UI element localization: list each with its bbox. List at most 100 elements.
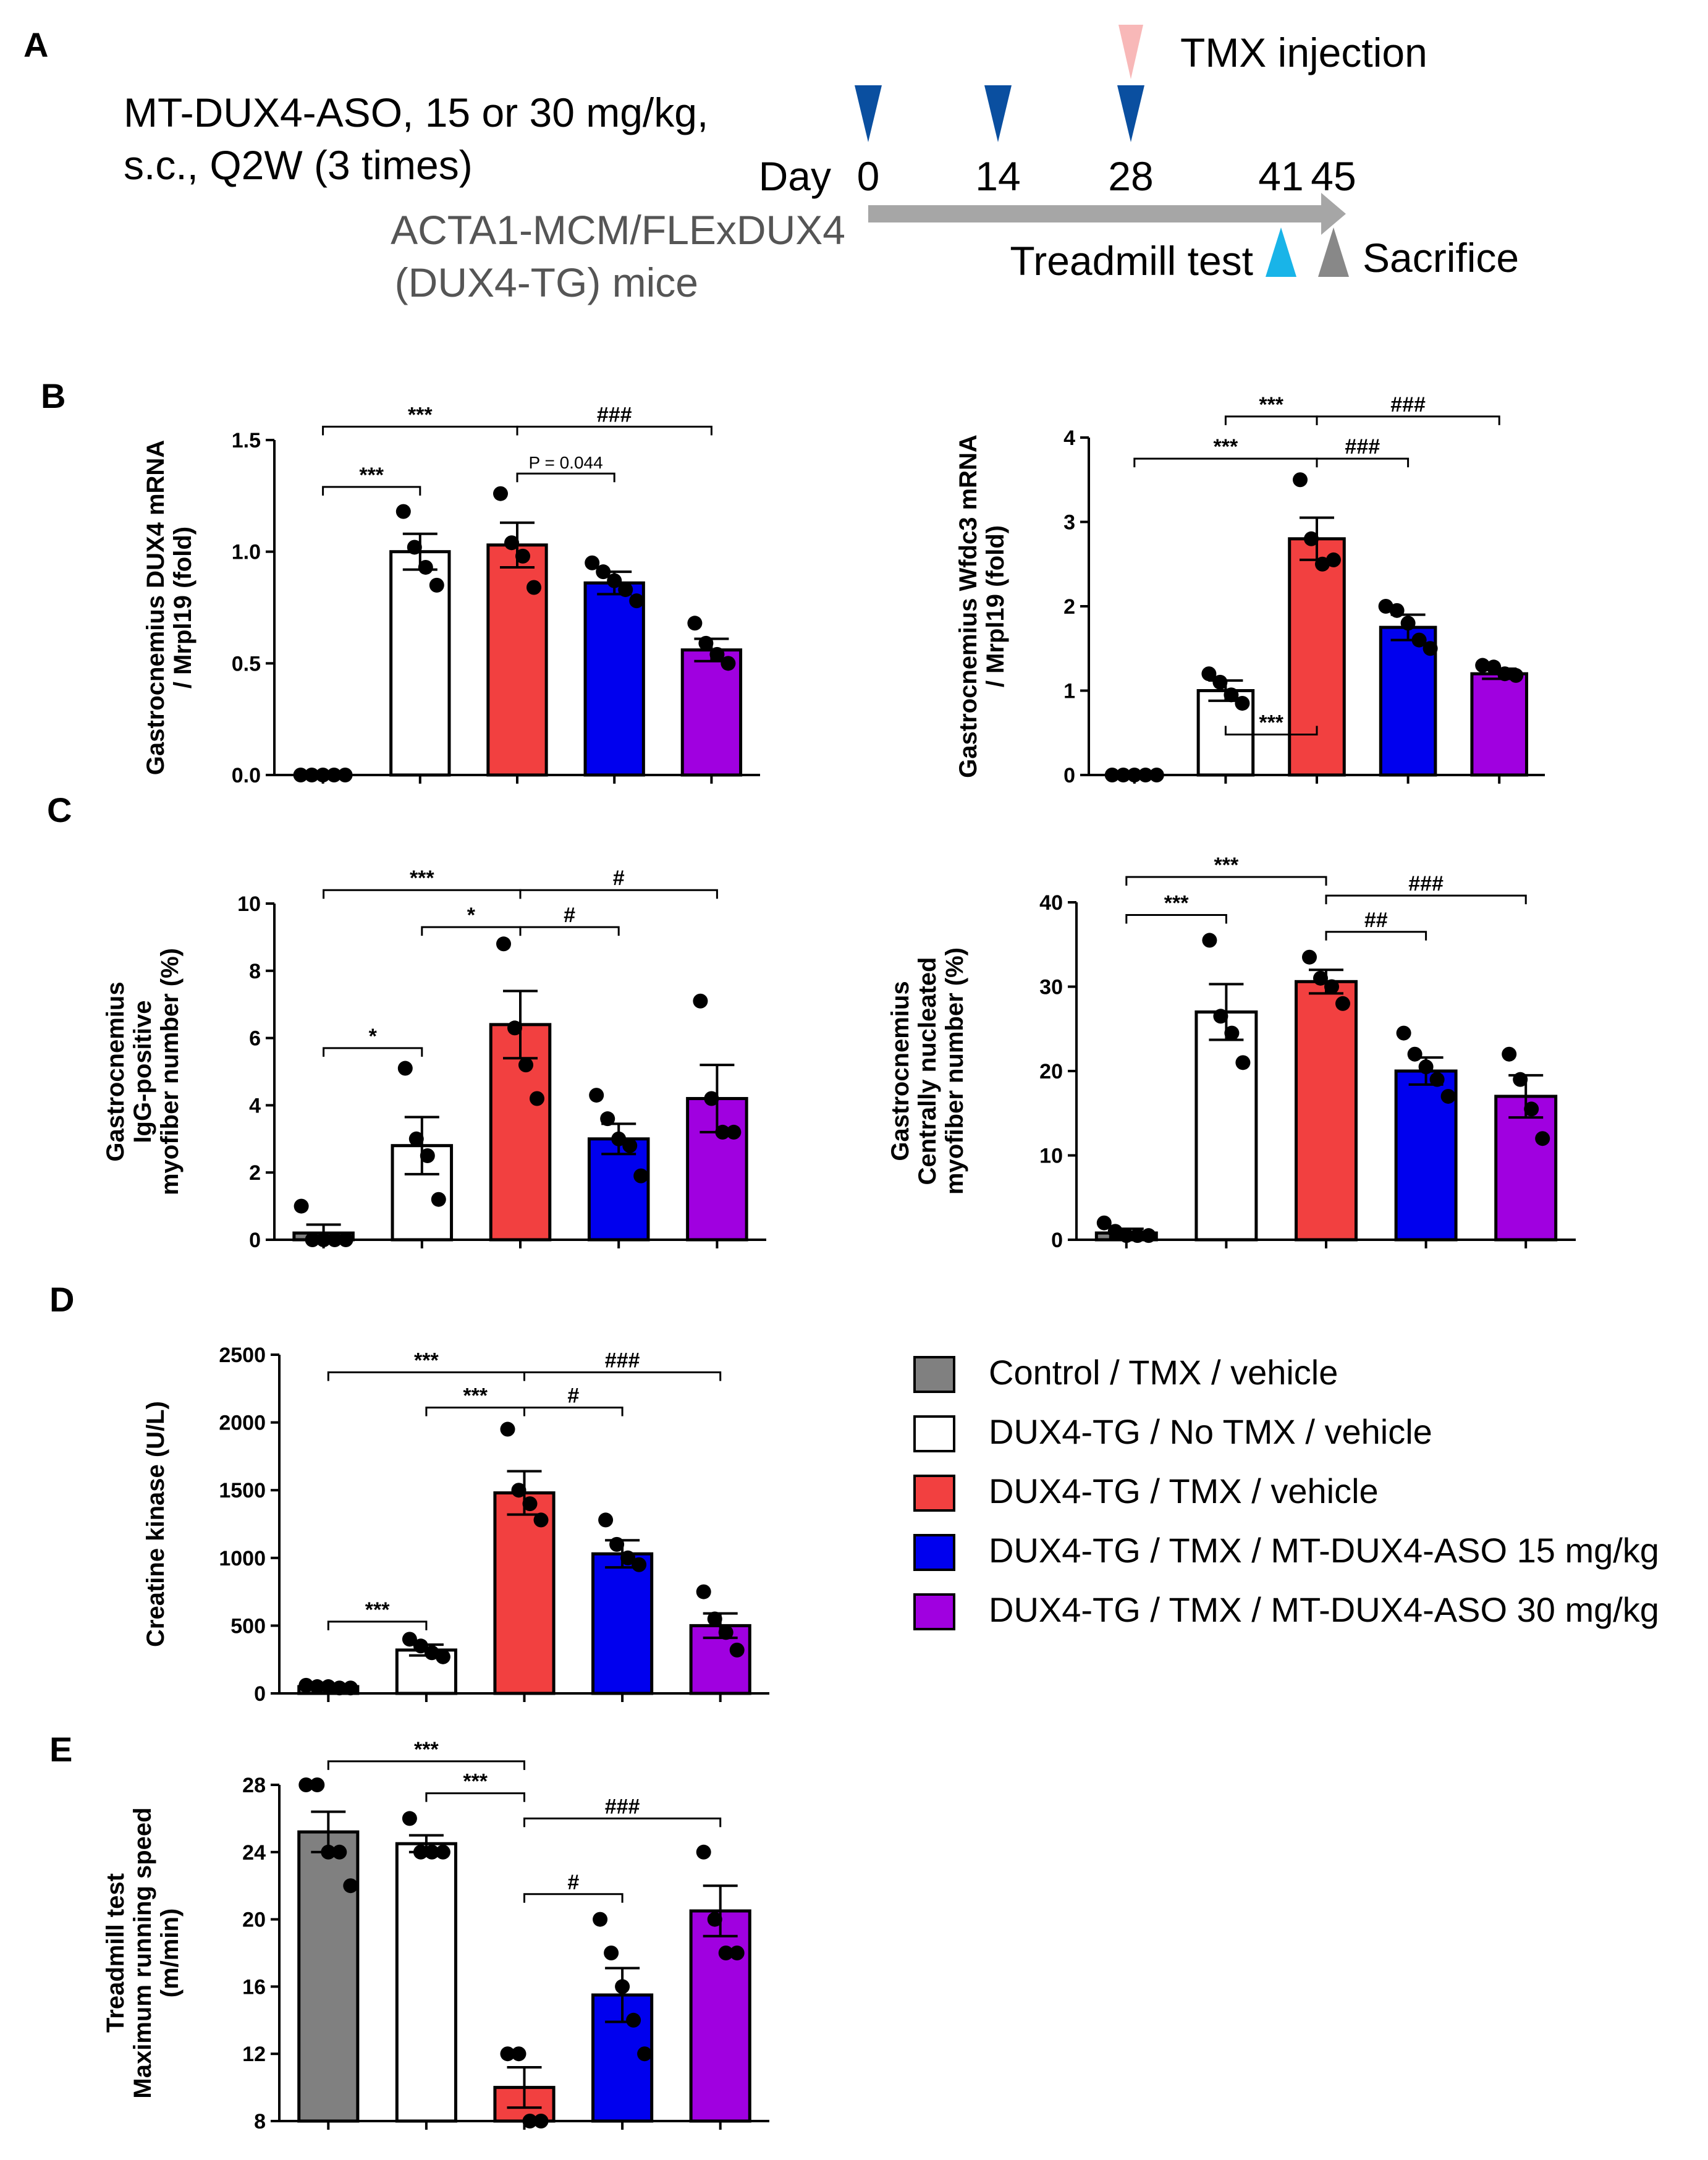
legend: Control / TMX / vehicle DUX4-TG / No TMX… bbox=[913, 1353, 1659, 1630]
y-tick-label: 1500 bbox=[219, 1479, 266, 1502]
y-axis-label: / Mrpl19 (fold) bbox=[169, 527, 197, 688]
data-point bbox=[493, 486, 508, 501]
panel-label-d: D bbox=[49, 1280, 74, 1319]
data-point bbox=[431, 1192, 446, 1207]
y-tick-label: 16 bbox=[242, 1975, 266, 1999]
significance-bracket bbox=[1125, 876, 1327, 886]
data-point bbox=[500, 1421, 515, 1437]
data-point bbox=[729, 1946, 745, 1960]
data-point bbox=[315, 768, 331, 782]
significance-label: *** bbox=[408, 403, 433, 426]
y-axis-label: / Mrpl19 (fold) bbox=[982, 525, 1009, 687]
data-point bbox=[515, 548, 530, 564]
data-point bbox=[332, 1844, 347, 1860]
data-point bbox=[424, 1844, 439, 1860]
data-point bbox=[395, 504, 411, 519]
data-point bbox=[615, 1979, 630, 1994]
data-point bbox=[327, 1232, 342, 1247]
data-point bbox=[618, 582, 633, 598]
significance-label: *** bbox=[463, 1384, 488, 1407]
y-axis-label: Maximum running speed bbox=[129, 1807, 156, 2098]
data-point bbox=[413, 1844, 428, 1860]
y-axis-label: myofiber number (%) bbox=[941, 947, 968, 1195]
legend-label-no-tmx: DUX4-TG / No TMX / vehicle bbox=[989, 1412, 1432, 1451]
data-point bbox=[305, 1232, 320, 1247]
data-point bbox=[326, 768, 342, 782]
significance-bracket bbox=[523, 1406, 624, 1417]
y-tick-label: 0.0 bbox=[232, 764, 261, 787]
schema-dose-line2: s.c., Q2W (3 times) bbox=[124, 142, 473, 188]
data-point bbox=[533, 2114, 549, 2128]
significance-label: *** bbox=[1259, 711, 1283, 734]
data-point bbox=[1513, 1072, 1528, 1087]
y-tick-label: 8 bbox=[249, 960, 261, 983]
data-point bbox=[424, 1645, 439, 1661]
significance-bracket bbox=[327, 1760, 525, 1770]
data-point bbox=[1396, 1025, 1411, 1041]
data-point bbox=[397, 1061, 413, 1076]
significance-bracket bbox=[1224, 726, 1318, 735]
data-point bbox=[408, 1131, 424, 1146]
data-point bbox=[1213, 1009, 1228, 1024]
significance-bracket bbox=[523, 1893, 624, 1903]
data-point bbox=[607, 573, 622, 588]
data-point bbox=[1127, 768, 1142, 782]
y-tick-label: 500 bbox=[230, 1614, 266, 1638]
significance-bracket bbox=[516, 425, 712, 436]
data-point bbox=[1497, 666, 1513, 682]
data-point bbox=[1407, 1046, 1423, 1062]
data-point bbox=[593, 1912, 608, 1927]
legend-label-aso-15: DUX4-TG / TMX / MT-DUX4-ASO 15 mg/kg bbox=[989, 1531, 1659, 1570]
chart-wfdc3-mrna: 0 1 2 3 4 Gastrocnemius Wfdc3 mRNA / Mrpl19 (f… bbox=[955, 393, 1545, 787]
data-point bbox=[1389, 603, 1405, 618]
dose-marker-day28 bbox=[1117, 85, 1144, 142]
y-axis-label: Treadmill test bbox=[102, 1873, 129, 2033]
y-axis-label: myofiber number (%) bbox=[156, 948, 184, 1195]
bar bbox=[689, 1909, 751, 2123]
y-tick-label: 1 bbox=[1063, 680, 1075, 703]
legend-swatch-tmx-vehicle bbox=[913, 1475, 955, 1512]
significance-label: ### bbox=[605, 1795, 640, 1818]
data-point bbox=[293, 768, 308, 782]
y-tick-label: 2500 bbox=[219, 1344, 266, 1367]
significance-bracket bbox=[523, 1371, 722, 1381]
chart-dux4-mrna: 0.0 0.5 1.0 1.5 Gastrocnemius DUX4 mRNA / Mrp… bbox=[142, 403, 760, 787]
tmx-injection-label: TMX injection bbox=[1180, 30, 1427, 75]
significance-bracket bbox=[519, 889, 718, 899]
data-point bbox=[321, 1844, 336, 1860]
significance-bracket bbox=[1325, 931, 1427, 941]
significance-bracket bbox=[519, 926, 620, 936]
y-tick-label: 10 bbox=[237, 892, 261, 916]
bar bbox=[297, 1830, 360, 2123]
data-point bbox=[1130, 1228, 1145, 1243]
data-point bbox=[338, 1232, 353, 1247]
significance-bracket bbox=[516, 472, 615, 483]
data-point bbox=[1315, 556, 1330, 572]
data-point bbox=[721, 656, 736, 671]
bar bbox=[680, 648, 743, 777]
data-point bbox=[522, 1496, 538, 1512]
y-axis-label: Gastrocnemius Wfdc3 mRNA bbox=[955, 434, 982, 778]
data-point bbox=[1096, 1215, 1112, 1230]
data-point bbox=[626, 2012, 641, 2028]
data-point bbox=[1235, 1055, 1251, 1070]
sacrifice-marker bbox=[1318, 227, 1349, 277]
timeline-arrow-shaft bbox=[868, 205, 1325, 222]
data-point bbox=[1313, 970, 1328, 986]
data-point bbox=[316, 1232, 331, 1247]
significance-label: ### bbox=[1345, 435, 1380, 459]
data-point bbox=[600, 1111, 615, 1127]
data-point bbox=[496, 936, 511, 952]
data-point bbox=[310, 1679, 325, 1695]
data-point bbox=[321, 1679, 336, 1695]
data-point bbox=[729, 1642, 745, 1658]
data-point bbox=[294, 1198, 309, 1214]
data-point bbox=[693, 993, 708, 1009]
data-point bbox=[637, 2046, 653, 2062]
significance-label: *** bbox=[1214, 435, 1238, 459]
data-point bbox=[500, 2046, 515, 2062]
data-point bbox=[589, 1088, 604, 1103]
significance-bracket bbox=[1316, 457, 1410, 468]
data-point bbox=[633, 1168, 649, 1184]
data-point bbox=[704, 1091, 719, 1106]
